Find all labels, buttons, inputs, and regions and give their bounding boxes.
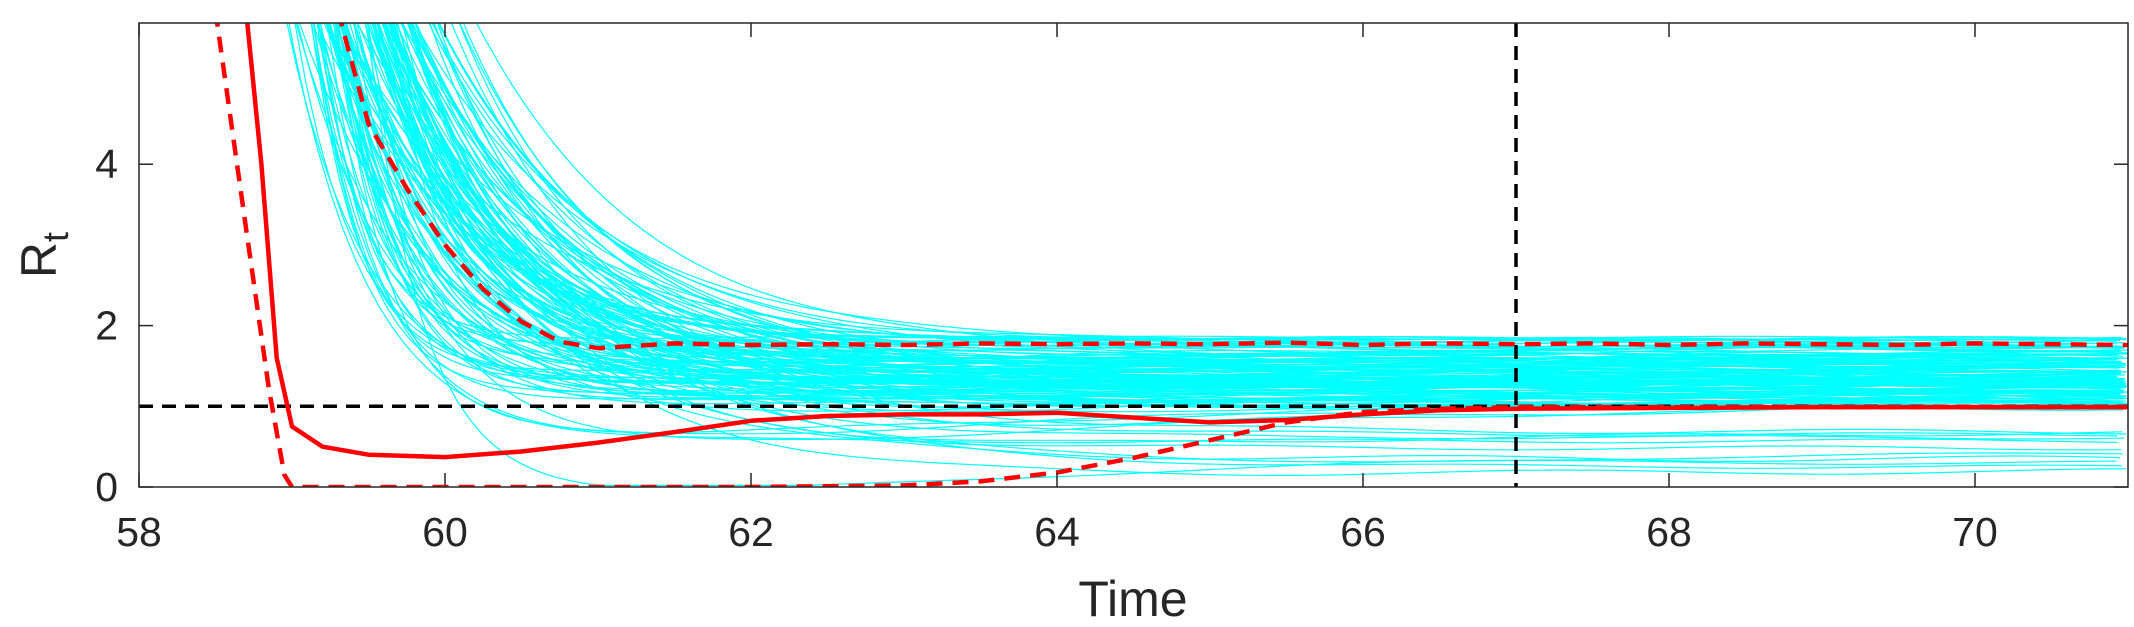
ensemble-line: [408, 23, 2122, 384]
x-tick-label: 70: [1952, 509, 1998, 555]
y-tick-label: 0: [95, 464, 118, 510]
y-tick-label: 4: [95, 141, 118, 187]
x-tick-label: 64: [1034, 509, 1080, 555]
ensemble-line: [392, 23, 2125, 376]
ensemble-line: [327, 23, 2121, 462]
ensemble-line: [390, 23, 2123, 413]
svg-text:Rt: Rt: [11, 232, 76, 278]
ensemble-line: [376, 23, 2127, 389]
x-tick-label: 60: [422, 509, 468, 555]
x-tick-label: 62: [728, 509, 774, 555]
upper-bound-line: [338, 23, 2128, 351]
ensemble-line: [345, 23, 2128, 390]
ensemble-line: [415, 23, 2117, 385]
x-axis-title: Time: [1078, 571, 1187, 627]
ensemble-line: [433, 23, 2117, 377]
ensemble-line: [407, 23, 2122, 363]
axis-ticks: 58 60 62 64 66 68 70 0 2 4: [95, 23, 2128, 555]
y-axis-title-subscript: t: [35, 232, 76, 242]
ensemble-line: [415, 23, 2128, 408]
ensemble-line: [343, 23, 2122, 373]
ensemble-line: [332, 23, 2118, 365]
y-tick-label: 2: [95, 303, 118, 349]
summary-series: [214, 23, 2128, 487]
ensemble-lines: [286, 23, 2128, 486]
ensemble-line: [431, 23, 2117, 343]
x-tick-label: 66: [1340, 509, 1386, 555]
ensemble-line: [432, 23, 2127, 435]
ensemble-line: [381, 23, 2117, 465]
ensemble-line: [396, 23, 2119, 365]
x-tick-label: 58: [116, 509, 162, 555]
ensemble-line: [392, 23, 2127, 407]
ensemble-line: [371, 23, 2127, 340]
ensemble-line: [288, 23, 2118, 444]
lower-bound-line: [214, 23, 2128, 487]
ensemble-line: [317, 23, 2126, 383]
y-axis-title: Rt: [11, 232, 76, 278]
median-line: [245, 23, 2128, 460]
ensemble-line: [406, 23, 2118, 388]
plot-frame: [138, 22, 2129, 488]
x-tick-label: 68: [1646, 509, 1692, 555]
y-axis-title-main: R: [11, 242, 67, 278]
ensemble-line: [395, 23, 2128, 361]
